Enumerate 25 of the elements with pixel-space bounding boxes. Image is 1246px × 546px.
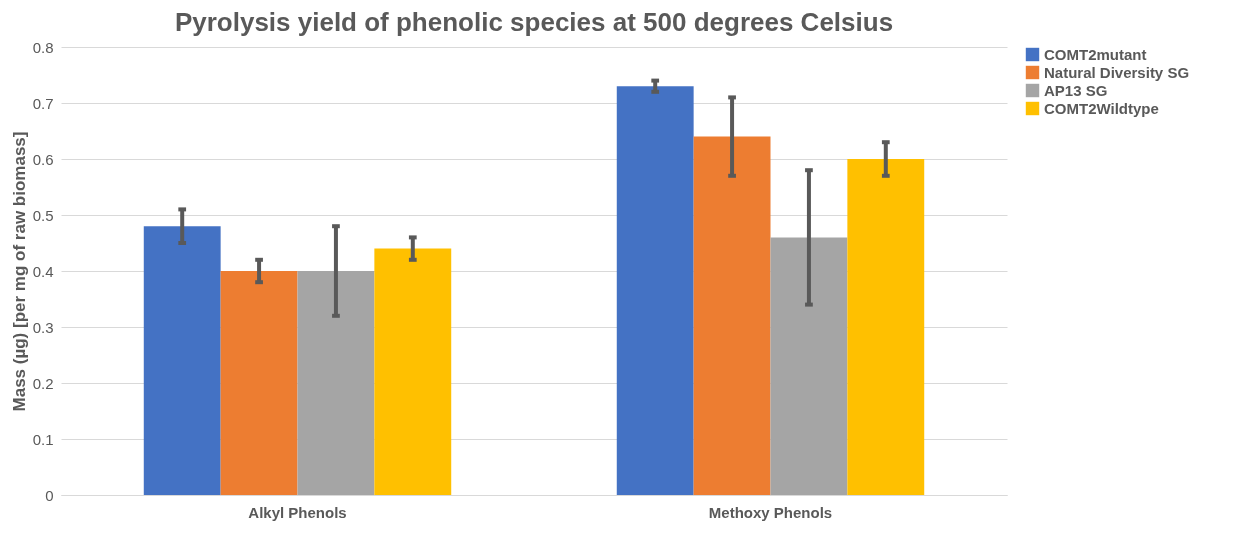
y-tick-label: 0.8 [32,38,54,56]
bar [374,248,452,495]
legend-label: COMT2Wildtype [1044,99,1159,117]
x-tick-label: Alkyl Phenols [248,503,347,521]
bar [770,237,848,495]
y-tick-label: 0.4 [32,262,54,280]
bar [847,159,925,495]
legend-label: COMT2mutant [1044,45,1147,63]
bar [616,86,694,495]
y-tick-label: 0.5 [32,206,54,224]
chart-title: Pyrolysis yield of phenolic species at 500 degrees Celsius [174,7,894,37]
bar [220,271,298,495]
legend-label: Natural Diversity SG [1044,63,1190,81]
bar [693,136,771,495]
y-tick-label: 0.1 [32,430,54,448]
y-tick-label: 0.3 [32,318,54,336]
y-tick-label: 0.7 [32,94,54,112]
bar [143,226,221,495]
legend-label: AP13 SG [1044,81,1108,99]
y-tick-label: 0.6 [32,150,54,168]
x-tick-label: Methoxy Phenols [708,503,833,521]
y-axis-title: Mass (µg) [per mg of raw biomass] [9,131,29,412]
bar [297,271,375,495]
y-tick-label: 0.2 [32,374,54,392]
y-tick-label: 0 [45,486,54,504]
